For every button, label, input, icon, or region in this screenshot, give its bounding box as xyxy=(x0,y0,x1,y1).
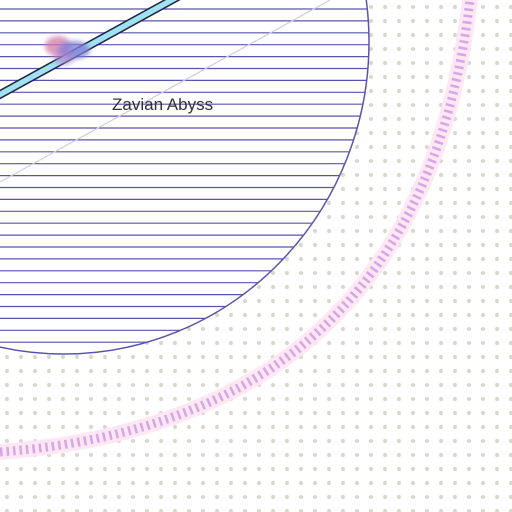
guide-line xyxy=(0,0,331,183)
location-marker[interactable] xyxy=(45,36,90,65)
region-label-zavian-abyss: Zavian Abyss xyxy=(112,95,213,114)
boundary-ring xyxy=(0,0,478,460)
region-outline xyxy=(0,0,370,355)
region-zavian-abyss[interactable] xyxy=(0,0,380,355)
route-line[interactable] xyxy=(0,0,190,100)
region-hatching xyxy=(0,8,369,354)
